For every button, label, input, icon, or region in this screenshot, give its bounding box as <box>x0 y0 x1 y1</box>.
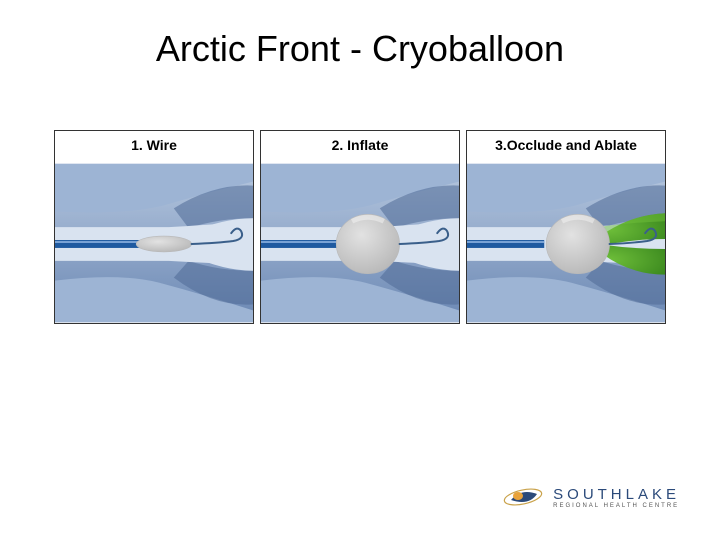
page-title: Arctic Front - Cryoballoon <box>0 0 720 70</box>
panel-inflate: 2. Inflate <box>260 130 460 324</box>
panel-row: 1. Wire <box>0 130 720 324</box>
logo: SOUTHLAKE REGIONAL HEALTH CENTRE <box>503 484 680 510</box>
diagram-wire <box>55 163 253 323</box>
panel-label-2: 2. Inflate <box>261 131 459 163</box>
panel-label-3: 3.Occlude and Ablate <box>467 131 665 163</box>
logo-mark-icon <box>503 484 543 510</box>
diagram-inflate <box>261 163 459 323</box>
panel-occlude-ablate: 3.Occlude and Ablate <box>466 130 666 324</box>
logo-name: SOUTHLAKE <box>553 486 680 503</box>
panel-wire: 1. Wire <box>54 130 254 324</box>
diagram-ablate <box>467 163 665 323</box>
logo-subtitle: REGIONAL HEALTH CENTRE <box>553 503 680 509</box>
panel-label-1: 1. Wire <box>55 131 253 163</box>
